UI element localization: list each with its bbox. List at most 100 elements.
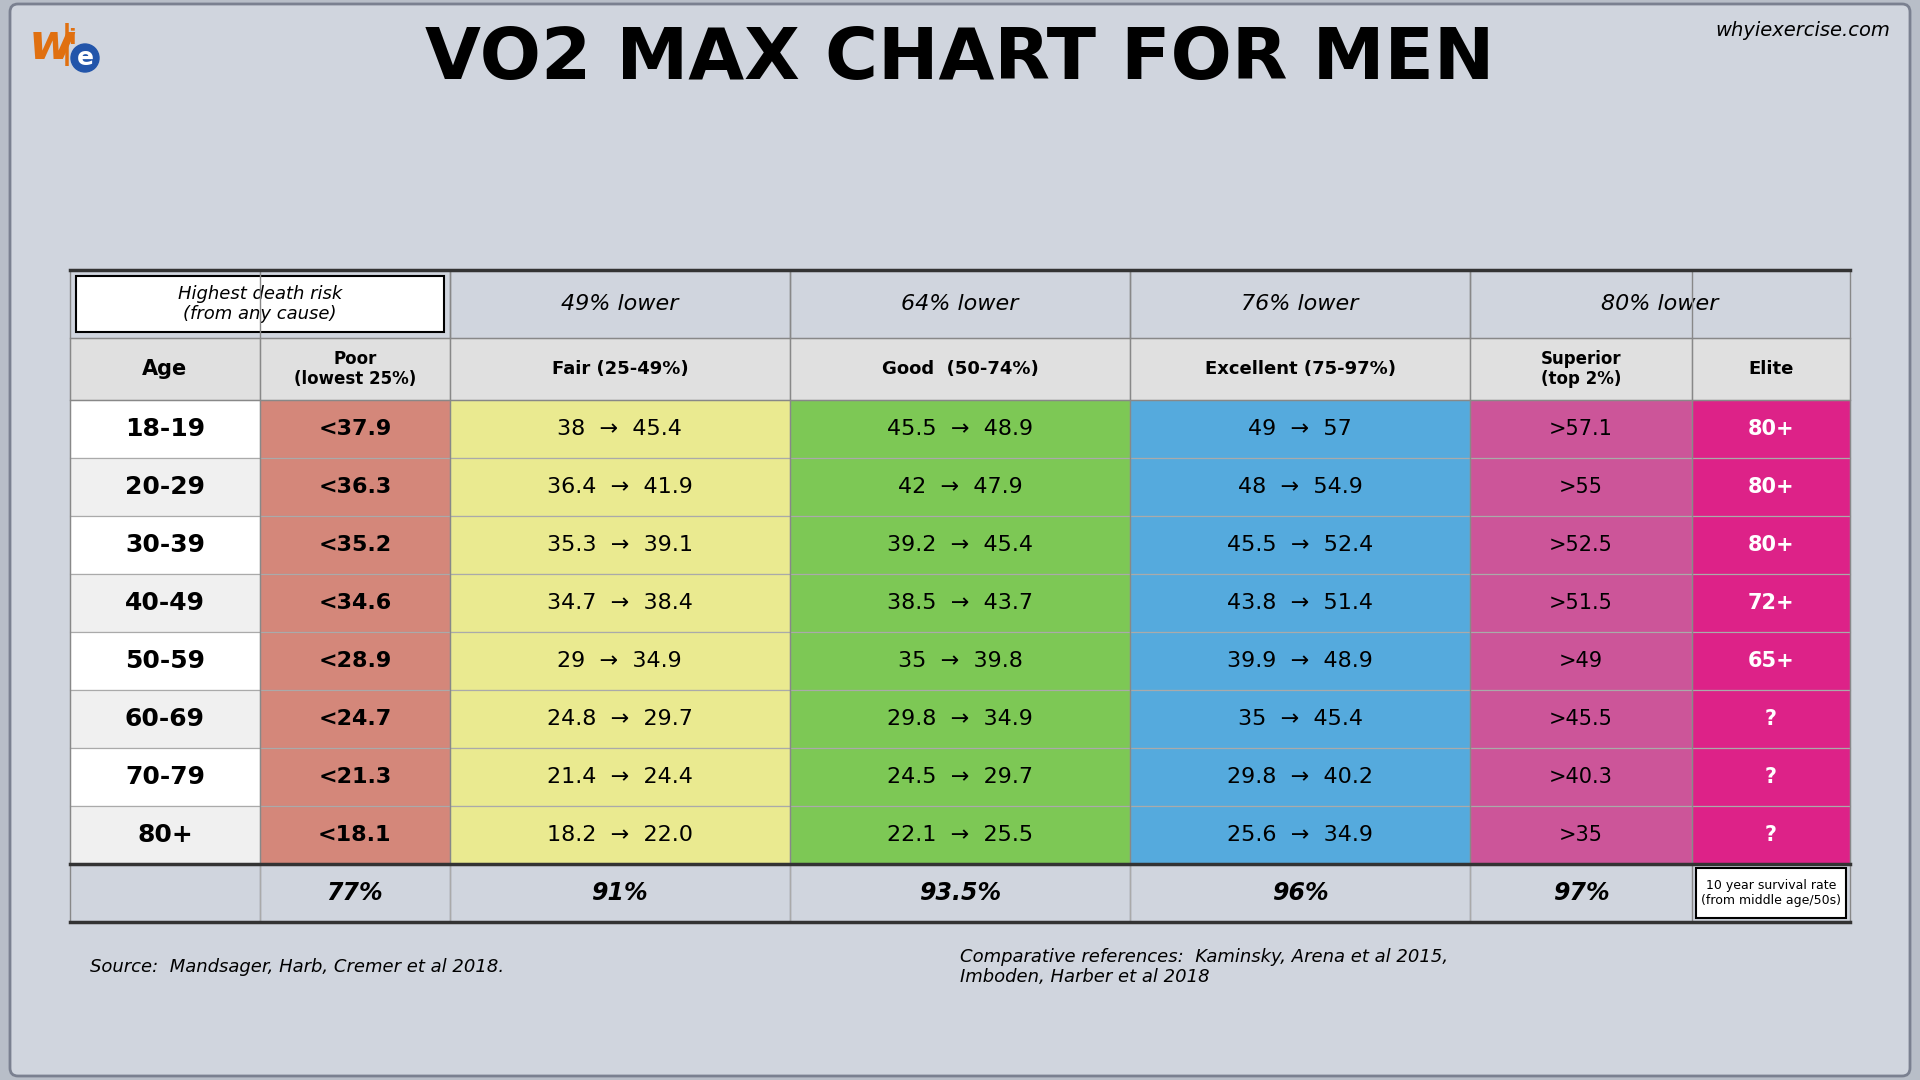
Bar <box>69 516 259 573</box>
Bar <box>259 458 449 516</box>
Bar <box>789 338 1131 400</box>
Bar <box>1692 690 1851 748</box>
Text: 49  →  57: 49 → 57 <box>1248 419 1352 438</box>
Bar <box>1471 632 1692 690</box>
Bar <box>1131 338 1471 400</box>
Bar <box>69 632 259 690</box>
Text: 45.5  →  48.9: 45.5 → 48.9 <box>887 419 1033 438</box>
Text: 35.3  →  39.1: 35.3 → 39.1 <box>547 535 693 555</box>
Text: 29.8  →  40.2: 29.8 → 40.2 <box>1227 767 1373 787</box>
Text: Age: Age <box>142 359 188 379</box>
Text: >51.5: >51.5 <box>1549 593 1613 613</box>
Text: whyiexercise.com: whyiexercise.com <box>1715 21 1889 40</box>
Bar <box>1471 806 1692 864</box>
Bar <box>1692 458 1851 516</box>
Text: 42  →  47.9: 42 → 47.9 <box>899 477 1021 497</box>
Text: 38.5  →  43.7: 38.5 → 43.7 <box>887 593 1033 613</box>
Text: 65+: 65+ <box>1747 651 1795 671</box>
Text: 38  →  45.4: 38 → 45.4 <box>557 419 682 438</box>
Bar <box>789 806 1131 864</box>
Text: <34.6: <34.6 <box>319 593 392 613</box>
Text: 50-59: 50-59 <box>125 649 205 673</box>
Text: 80+: 80+ <box>136 823 192 847</box>
Bar <box>449 516 789 573</box>
Bar <box>1131 458 1471 516</box>
Text: 91%: 91% <box>591 881 649 905</box>
Text: >57.1: >57.1 <box>1549 419 1613 438</box>
Bar <box>69 864 259 922</box>
Text: 21.4  →  24.4: 21.4 → 24.4 <box>547 767 693 787</box>
Bar <box>69 748 259 806</box>
Bar <box>789 458 1131 516</box>
Bar <box>789 632 1131 690</box>
Text: Good  (50-74%): Good (50-74%) <box>881 360 1039 378</box>
Bar <box>69 338 259 400</box>
Text: 40-49: 40-49 <box>125 591 205 615</box>
Text: 80% lower: 80% lower <box>1601 294 1718 314</box>
Bar <box>1131 400 1471 458</box>
Bar <box>69 400 259 458</box>
Text: <18.1: <18.1 <box>319 825 392 845</box>
Bar <box>1131 748 1471 806</box>
Text: 18-19: 18-19 <box>125 417 205 441</box>
Text: <37.9: <37.9 <box>319 419 392 438</box>
Bar <box>69 573 259 632</box>
Bar <box>259 806 449 864</box>
Text: <28.9: <28.9 <box>319 651 392 671</box>
Text: 24.5  →  29.7: 24.5 → 29.7 <box>887 767 1033 787</box>
Text: <24.7: <24.7 <box>319 708 392 729</box>
Bar <box>449 690 789 748</box>
Bar <box>449 458 789 516</box>
Bar <box>1131 632 1471 690</box>
Text: 43.8  →  51.4: 43.8 → 51.4 <box>1227 593 1373 613</box>
Text: 24.8  →  29.7: 24.8 → 29.7 <box>547 708 693 729</box>
Text: e: e <box>77 46 94 70</box>
Text: 35  →  45.4: 35 → 45.4 <box>1238 708 1363 729</box>
Text: 30-39: 30-39 <box>125 534 205 557</box>
Text: 76% lower: 76% lower <box>1242 294 1359 314</box>
Bar <box>1471 690 1692 748</box>
Text: 29.8  →  34.9: 29.8 → 34.9 <box>887 708 1033 729</box>
Text: 36.4  →  41.9: 36.4 → 41.9 <box>547 477 693 497</box>
Text: i: i <box>69 28 75 48</box>
Text: 80+: 80+ <box>1747 535 1793 555</box>
Bar <box>259 690 449 748</box>
Text: >52.5: >52.5 <box>1549 535 1613 555</box>
Text: 39.2  →  45.4: 39.2 → 45.4 <box>887 535 1033 555</box>
Bar <box>449 338 789 400</box>
Bar <box>259 400 449 458</box>
Text: VO2 MAX CHART FOR MEN: VO2 MAX CHART FOR MEN <box>426 26 1494 94</box>
Text: >55: >55 <box>1559 477 1603 497</box>
Bar <box>1692 338 1851 400</box>
Text: Source:  Mandsager, Harb, Cremer et al 2018.: Source: Mandsager, Harb, Cremer et al 20… <box>90 958 505 976</box>
Text: |: | <box>60 24 75 67</box>
Bar <box>1471 458 1692 516</box>
Text: 80+: 80+ <box>1747 477 1793 497</box>
Text: Comparative references:  Kaminsky, Arena et al 2015,
Imboden, Harber et al 2018: Comparative references: Kaminsky, Arena … <box>960 947 1448 986</box>
Bar <box>1131 690 1471 748</box>
Bar <box>449 806 789 864</box>
Text: 97%: 97% <box>1553 881 1609 905</box>
Text: 77%: 77% <box>326 881 384 905</box>
Text: w: w <box>29 21 75 69</box>
Circle shape <box>71 44 100 72</box>
Bar <box>259 748 449 806</box>
Text: 80+: 80+ <box>1747 419 1793 438</box>
Bar <box>1692 573 1851 632</box>
Text: 93.5%: 93.5% <box>920 881 1000 905</box>
Text: Excellent (75-97%): Excellent (75-97%) <box>1204 360 1396 378</box>
Bar <box>69 338 1851 400</box>
Bar <box>77 276 444 332</box>
Text: ?: ? <box>1764 708 1776 729</box>
Text: Superior
(top 2%): Superior (top 2%) <box>1540 350 1620 389</box>
Bar <box>1131 864 1471 922</box>
Bar <box>1471 864 1692 922</box>
Bar <box>789 573 1131 632</box>
Text: 64% lower: 64% lower <box>900 294 1020 314</box>
Text: Elite: Elite <box>1749 360 1793 378</box>
FancyBboxPatch shape <box>10 4 1910 1076</box>
Text: >45.5: >45.5 <box>1549 708 1613 729</box>
Text: Fair (25-49%): Fair (25-49%) <box>551 360 687 378</box>
Bar <box>1692 516 1851 573</box>
Text: 70-79: 70-79 <box>125 765 205 789</box>
